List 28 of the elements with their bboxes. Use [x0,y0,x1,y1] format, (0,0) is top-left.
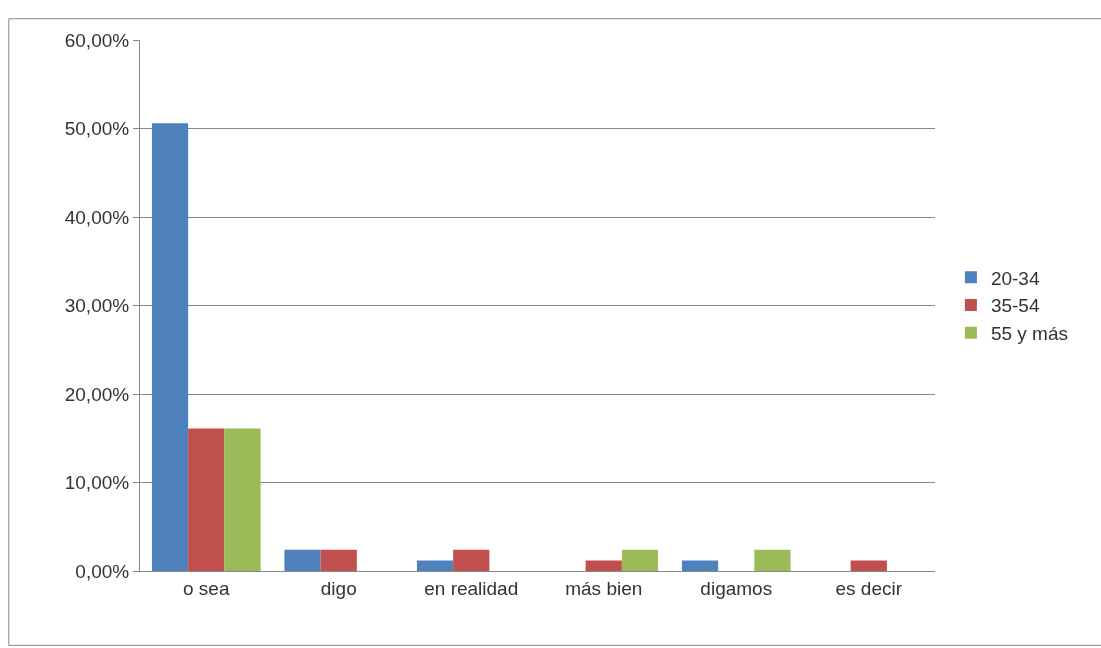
bar [151,123,189,571]
y-tick-label: 10,00% [64,472,130,494]
bar [850,560,887,571]
bar [754,549,791,571]
y-tick-label: 40,00% [64,206,130,228]
y-tick-label: 30,00% [64,295,130,317]
bar [224,428,261,571]
legend-label: 20-34 [990,267,1040,289]
legend-label: 35-54 [990,295,1040,317]
x-tick-label: digo [320,577,357,599]
bar [681,560,719,571]
x-tick-label: es decir [835,577,903,599]
bar [320,549,357,571]
y-tick-label: 60,00% [64,29,130,51]
bar [585,560,622,571]
legend-label: 55 y más [990,323,1068,345]
y-tick-label: 20,00% [64,383,130,405]
bar [284,549,321,571]
bar [453,549,490,571]
bar [188,428,225,571]
bar [621,549,659,571]
x-tick-label: en realidad [424,577,519,599]
x-tick-label: más bien [565,577,643,599]
x-tick-label: o sea [183,577,230,599]
bar [416,560,454,571]
y-tick-label: 50,00% [64,118,130,140]
y-tick-label: 0,00% [75,560,130,582]
x-tick-label: digamos [700,577,773,599]
